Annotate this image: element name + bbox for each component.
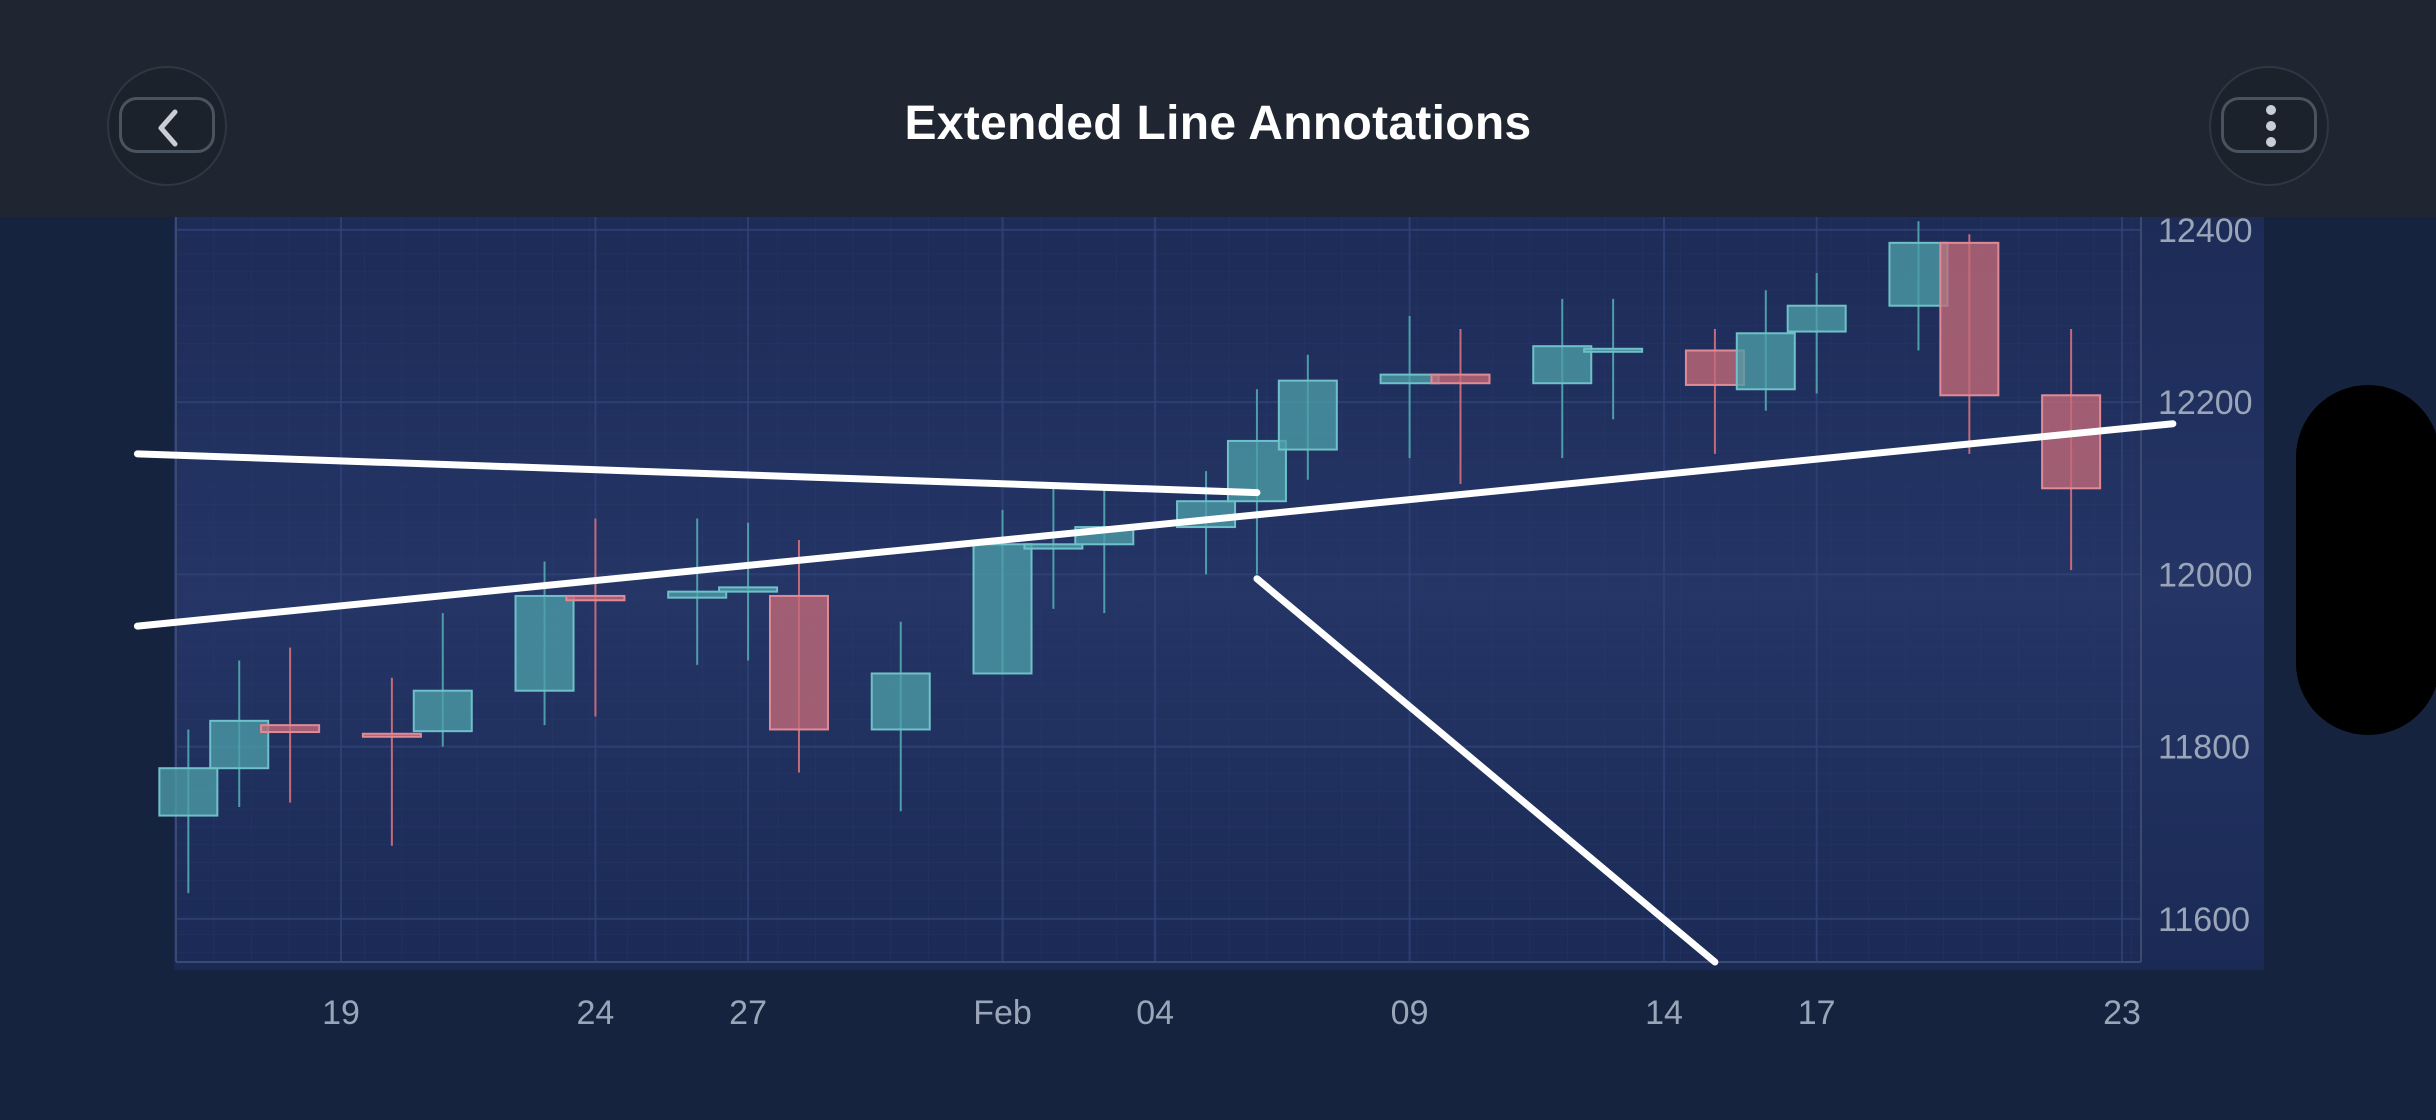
candle: [1939, 234, 2000, 454]
y-tick-label: 11600: [2158, 901, 2250, 939]
candle-body: [361, 732, 422, 738]
back-button-frame: [119, 97, 215, 153]
candle-body: [1735, 332, 1796, 391]
candle-body: [768, 594, 829, 731]
candle: [1277, 354, 1338, 480]
y-axis: 12400 12200 12000 11800 11600: [2158, 212, 2253, 939]
candles-group: [158, 221, 2102, 894]
candle: [667, 518, 728, 665]
back-button[interactable]: [107, 66, 227, 186]
y-tick-label: 11800: [2158, 729, 2250, 767]
candle-body: [209, 719, 270, 770]
candle-body: [1023, 543, 1084, 550]
annotation-line-3[interactable]: [1253, 575, 1719, 966]
candle: [1786, 272, 1847, 394]
candle-body: [1532, 345, 1593, 385]
candle: [2041, 328, 2102, 571]
annotation-line-1[interactable]: [133, 450, 1261, 497]
candle-body: [667, 590, 728, 599]
candle-body: [1888, 241, 1949, 307]
candle: [870, 621, 931, 812]
x-axis: 19 24 27 Feb 04 09 14 17 23: [322, 994, 2141, 1032]
candle: [514, 561, 575, 726]
x-tick-label: 17: [1798, 994, 1836, 1032]
x-tick-label: 24: [577, 994, 615, 1032]
candle: [1023, 488, 1084, 609]
candle-body: [1684, 349, 1745, 386]
candle-body: [158, 767, 219, 817]
candle-body: [514, 594, 575, 692]
x-tick-label: 23: [2103, 994, 2141, 1032]
x-tick-label: 14: [1645, 994, 1683, 1032]
scroll-handle[interactable]: [2296, 385, 2436, 735]
x-tick-label: Feb: [973, 994, 1032, 1032]
candle-body: [718, 586, 779, 593]
x-tick-label: 04: [1136, 994, 1174, 1032]
candle: [260, 647, 321, 803]
y-tick-label: 12000: [2158, 556, 2253, 594]
candle: [718, 522, 779, 661]
candle: [361, 677, 422, 846]
more-vertical-icon: [2266, 105, 2276, 147]
chevron-left-icon: [158, 109, 178, 147]
navigation-bar: Extended Line Annotations: [0, 0, 2436, 217]
x-tick-label: 09: [1391, 994, 1429, 1032]
candle-body: [412, 689, 473, 733]
x-tick-label: 19: [322, 994, 360, 1032]
candle: [1735, 290, 1796, 411]
candle-body: [1277, 379, 1338, 451]
candle: [1583, 298, 1644, 420]
candle-body: [1939, 241, 2000, 397]
candle: [768, 539, 829, 773]
candle: [412, 613, 473, 747]
more-button-frame: [2221, 97, 2317, 153]
candle: [1430, 328, 1491, 484]
candle: [565, 518, 626, 717]
y-tick-label: 12400: [2158, 212, 2253, 250]
candle-body: [1583, 347, 1644, 353]
annotation-line-2[interactable]: [133, 420, 2177, 630]
candle: [1888, 221, 1949, 351]
x-tick-label: 27: [729, 994, 767, 1032]
candle-body: [870, 672, 931, 731]
candle-body: [1430, 373, 1491, 385]
candle-body: [1379, 373, 1440, 385]
candle: [1532, 298, 1593, 459]
candle: [209, 660, 270, 807]
y-tick-label: 12200: [2158, 384, 2253, 422]
candle-body: [565, 594, 626, 602]
annotations-group[interactable]: [133, 420, 2177, 966]
candle-body: [972, 543, 1033, 675]
more-button[interactable]: [2209, 66, 2329, 186]
candle: [158, 729, 219, 894]
candle-body: [1786, 304, 1847, 333]
candle-body: [2041, 394, 2102, 490]
page-title: Extended Line Annotations: [904, 97, 1532, 150]
candle-body: [260, 724, 321, 734]
